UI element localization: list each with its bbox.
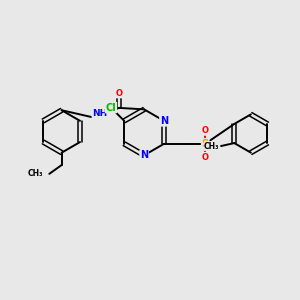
Text: NH: NH — [92, 109, 108, 118]
Text: S: S — [202, 139, 209, 149]
Text: O: O — [202, 126, 209, 135]
Text: CH₃: CH₃ — [28, 169, 44, 178]
Text: O: O — [202, 153, 209, 162]
Text: CH₃: CH₃ — [204, 142, 220, 151]
Text: N: N — [160, 116, 168, 126]
Text: N: N — [140, 150, 148, 160]
Text: Cl: Cl — [106, 103, 116, 112]
Text: O: O — [116, 89, 123, 98]
